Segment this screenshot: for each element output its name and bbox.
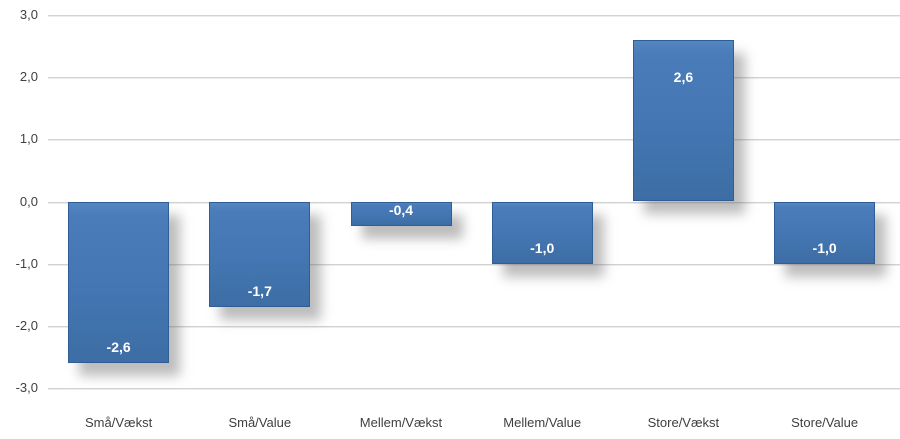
x-category-label: Store/Value [791,415,859,430]
bar-data-label: -1,0 [530,239,555,256]
y-tick-label: -2,0 [15,317,38,333]
gridline [48,388,900,389]
gridline [48,325,900,327]
y-tick-label: 2,0 [19,69,38,85]
bar-Små/Value: -1,7 [209,201,311,308]
y-tick-label: 1,0 [19,131,38,147]
bar-data-label: -2,6 [106,339,131,356]
y-tick-label: 3,0 [19,7,38,22]
bar-Store/Vækst: 2,6 [632,39,734,202]
gridline [48,77,900,79]
bar-Mellem/Value: -1,0 [491,201,593,264]
gridline [48,139,900,141]
y-tick-label: -3,0 [15,380,38,395]
bar-Store/Value: -1,0 [774,201,876,264]
x-category-label: Små/Value [228,415,292,430]
x-category-label: Store/Vækst [647,415,720,430]
x-category-label: Mellem/Value [503,415,582,430]
gridline [48,15,900,16]
y-tick-label: -1,0 [15,255,38,271]
bar-data-label: -1,0 [812,239,837,256]
bar-data-label: -1,7 [247,283,272,300]
gridline [48,263,900,265]
x-category-label: Mellem/Vækst [359,415,443,430]
bar-Små/Vækst: -2,6 [68,201,170,364]
bar-data-label: 2,6 [673,68,694,85]
bar-Mellem/Vækst: -0,4 [350,201,452,227]
y-tick-label: 0,0 [19,193,38,209]
x-category-label: Små/Vækst [85,415,153,430]
gridline [48,201,900,203]
bar-data-label: -0,4 [388,202,414,219]
